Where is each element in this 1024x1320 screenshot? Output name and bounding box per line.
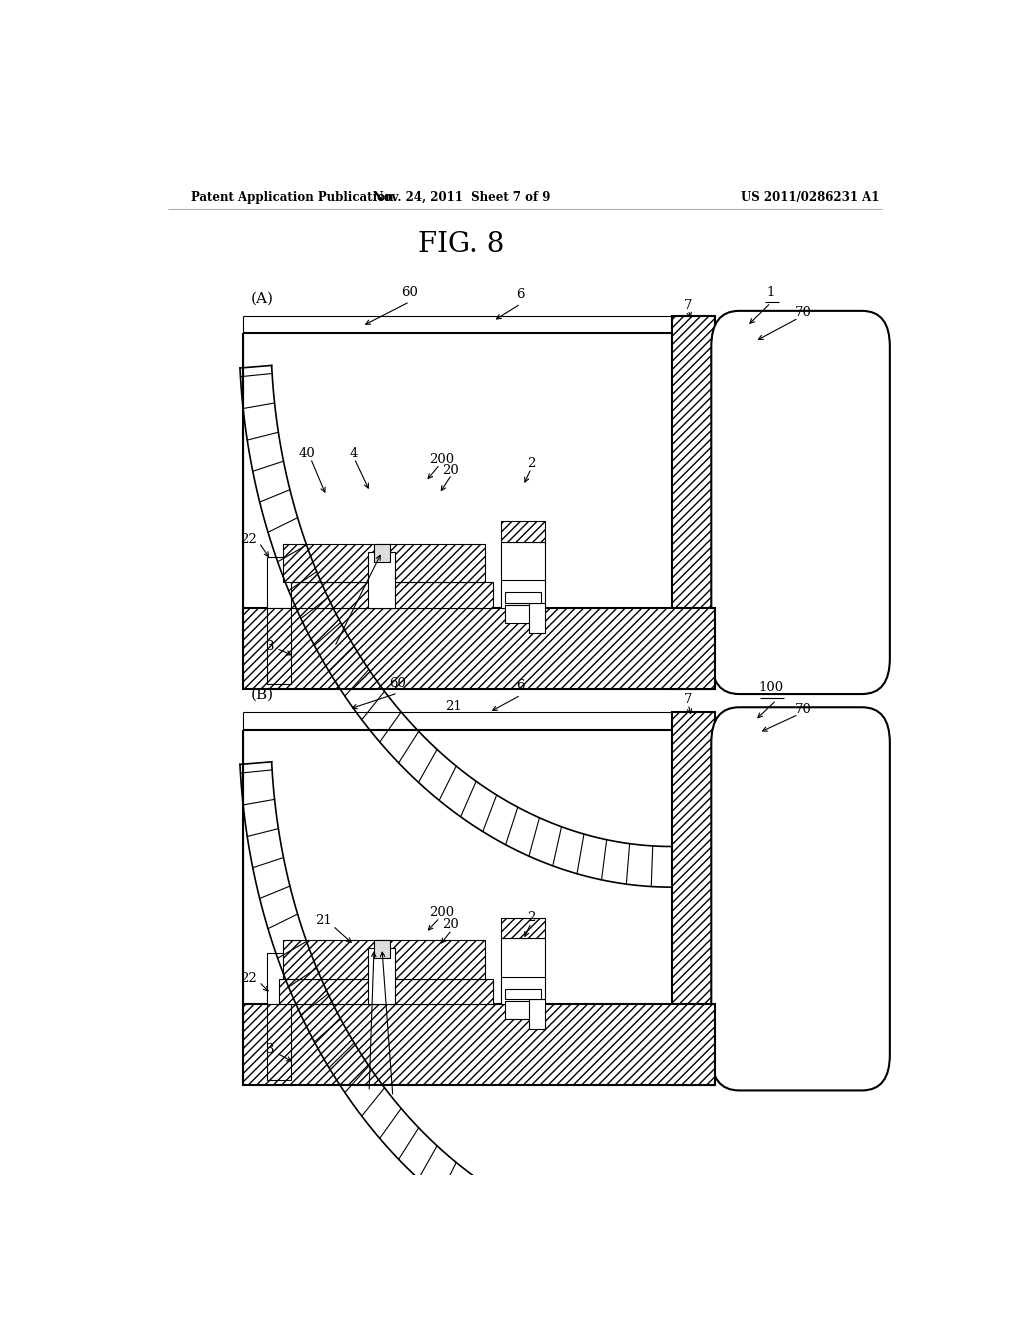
Bar [243,1005,715,1085]
Text: 60: 60 [401,285,418,298]
Text: 20: 20 [442,463,459,477]
Bar [528,602,545,634]
Text: 200: 200 [430,453,455,466]
Text: 60: 60 [389,677,407,690]
Text: 22: 22 [241,533,257,546]
Text: Nov. 24, 2011  Sheet 7 of 9: Nov. 24, 2011 Sheet 7 of 9 [373,190,550,203]
Bar [505,989,541,999]
Bar [505,605,541,623]
Bar [243,607,715,689]
Bar [374,544,390,562]
Text: (A): (A) [251,292,274,306]
FancyBboxPatch shape [712,312,890,694]
Bar [501,521,545,541]
Text: 21: 21 [315,915,332,927]
Bar [528,999,545,1030]
Text: FIG. 8: FIG. 8 [418,231,505,259]
Bar [501,977,545,1005]
Text: 4: 4 [350,446,358,459]
Bar [279,582,494,607]
Text: 6: 6 [516,288,525,301]
Text: 3: 3 [266,1043,274,1056]
Bar [505,1001,541,1019]
Text: 6: 6 [516,678,525,692]
Text: Patent Application Publication: Patent Application Publication [191,190,394,203]
Bar [267,1005,291,1080]
Text: 7: 7 [684,693,692,706]
Bar [267,607,291,684]
Bar [267,953,291,1005]
Text: 40: 40 [298,446,315,459]
Bar [267,557,291,607]
Text: 2: 2 [527,911,536,924]
Bar [279,978,494,1005]
Text: 70: 70 [795,306,811,319]
Bar [672,713,715,1085]
Bar [374,940,390,958]
Text: (B): (B) [251,688,274,702]
Bar [672,315,715,689]
Bar [501,939,545,978]
Text: 3: 3 [266,640,274,653]
Text: US 2011/0286231 A1: US 2011/0286231 A1 [741,190,880,203]
Text: 2: 2 [527,457,536,470]
Bar [501,541,545,582]
Text: 70: 70 [795,702,811,715]
Bar [283,544,485,582]
Text: 20: 20 [442,919,459,932]
Text: 100: 100 [758,681,783,694]
Bar [368,552,395,607]
Bar [501,917,545,939]
Bar [283,940,485,978]
Bar [368,948,395,1005]
Text: 7: 7 [684,300,692,313]
Bar [501,581,545,607]
Text: 21: 21 [445,700,462,713]
Text: 22: 22 [241,972,257,985]
FancyBboxPatch shape [712,708,890,1090]
Text: 1: 1 [767,285,775,298]
Bar [505,593,541,602]
Text: 200: 200 [430,906,455,919]
